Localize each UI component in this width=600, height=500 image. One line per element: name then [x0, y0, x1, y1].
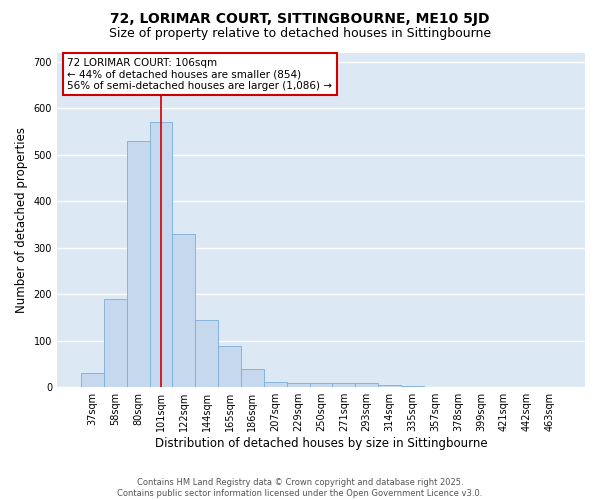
- Bar: [332, 382, 355, 387]
- Bar: [241, 368, 264, 387]
- Y-axis label: Number of detached properties: Number of detached properties: [15, 127, 28, 313]
- Bar: [127, 141, 149, 387]
- Text: Size of property relative to detached houses in Sittingbourne: Size of property relative to detached ho…: [109, 28, 491, 40]
- Bar: [195, 320, 218, 387]
- Bar: [401, 386, 424, 387]
- Bar: [81, 374, 104, 387]
- Bar: [218, 346, 241, 387]
- Bar: [104, 299, 127, 387]
- Bar: [264, 382, 287, 387]
- Bar: [310, 384, 332, 387]
- Text: 72 LORIMAR COURT: 106sqm
← 44% of detached houses are smaller (854)
56% of semi-: 72 LORIMAR COURT: 106sqm ← 44% of detach…: [67, 58, 332, 90]
- Bar: [172, 234, 195, 387]
- X-axis label: Distribution of detached houses by size in Sittingbourne: Distribution of detached houses by size …: [155, 437, 487, 450]
- Text: 72, LORIMAR COURT, SITTINGBOURNE, ME10 5JD: 72, LORIMAR COURT, SITTINGBOURNE, ME10 5…: [110, 12, 490, 26]
- Bar: [287, 382, 310, 387]
- Bar: [378, 385, 401, 387]
- Bar: [355, 384, 378, 387]
- Bar: [149, 122, 172, 387]
- Text: Contains HM Land Registry data © Crown copyright and database right 2025.
Contai: Contains HM Land Registry data © Crown c…: [118, 478, 482, 498]
